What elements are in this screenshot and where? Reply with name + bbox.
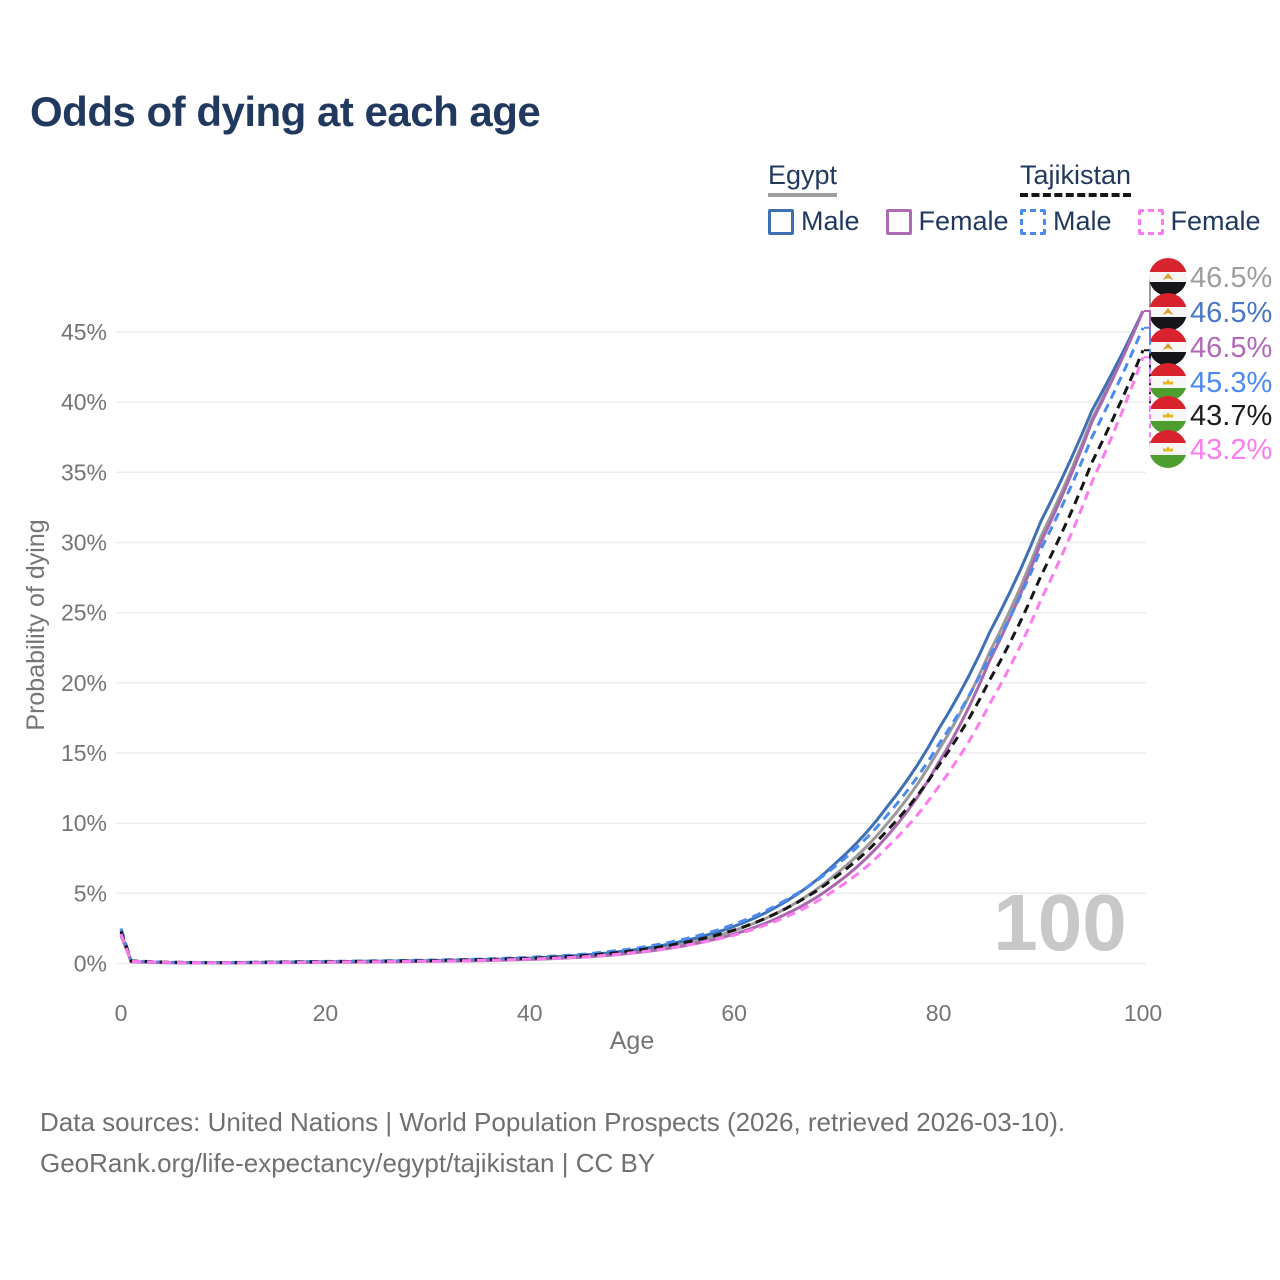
legend-item-egypt-male[interactable]: Male <box>768 206 860 237</box>
tajikistan-flag-icon <box>1149 396 1187 434</box>
x-tick-label: 100 <box>1124 1000 1162 1026</box>
series-end-label-tajikistan-male: 45.3% <box>1190 367 1272 399</box>
legend-group-tajikistan: Tajikistan Male Female <box>1020 160 1261 237</box>
y-tick-label: 25% <box>61 600 107 626</box>
data-source-footer: Data sources: United Nations | World Pop… <box>40 1102 1065 1184</box>
egypt-flag-icon <box>1149 293 1187 331</box>
egypt-flag-icon <box>1149 328 1187 366</box>
series-end-label-egypt-all: 46.5% <box>1190 262 1272 294</box>
legend-item-tajikistan-male[interactable]: Male <box>1020 206 1112 237</box>
legend-item-egypt-female[interactable]: Female <box>885 206 1009 237</box>
y-tick-label: 35% <box>61 459 107 485</box>
y-axis-title: Probability of dying <box>22 519 50 730</box>
y-tick-label: 20% <box>61 670 107 696</box>
legend-swatch-egypt-female-icon <box>885 208 912 235</box>
legend-swatch-tajikistan-male-icon <box>1020 208 1046 235</box>
series-line-egypt-female <box>119 310 1145 965</box>
y-tick-label: 0% <box>74 951 107 977</box>
y-tick-label: 45% <box>61 319 107 345</box>
series-line-tajikistan-female <box>119 356 1145 965</box>
footer-attribution-line: GeoRank.org/life-expectancy/egypt/tajiki… <box>40 1148 656 1178</box>
legend-item-tajikistan-female[interactable]: Female <box>1137 206 1261 237</box>
x-tick-label: 60 <box>721 1000 747 1026</box>
tajikistan-flag-icon <box>1149 430 1187 468</box>
series-line-egypt-all <box>119 310 1145 965</box>
series-line-tajikistan-male <box>119 327 1145 964</box>
legend-group-egypt: Egypt Male Female <box>768 160 1009 237</box>
legend-swatch-tajikistan-female-icon <box>1137 208 1164 235</box>
legend-group-egypt-label: Egypt <box>768 160 838 197</box>
legend-items-tajikistan: Male Female <box>1020 206 1261 237</box>
x-axis-title: Age <box>610 1027 654 1055</box>
x-tick-label: 80 <box>926 1000 952 1026</box>
legend-group-tajikistan-label: Tajikistan <box>1020 160 1132 197</box>
series-end-label-egypt-female: 46.5% <box>1190 332 1272 364</box>
y-tick-label: 30% <box>61 530 107 556</box>
y-tick-label: 5% <box>74 880 107 906</box>
legend-item-label: Female <box>1170 206 1261 236</box>
legend-swatch-egypt-male-icon <box>768 208 794 235</box>
tajikistan-flag-icon <box>1149 363 1187 401</box>
chart-title: Odds of dying at each age <box>30 88 541 135</box>
series-end-label-tajikistan-all: 43.7% <box>1190 400 1272 432</box>
y-tick-label: 40% <box>61 389 107 415</box>
legend-items-egypt: Male Female <box>768 206 1009 237</box>
legend-item-label: Male <box>801 206 860 236</box>
legend-item-label: Female <box>918 206 1009 236</box>
series-line-tajikistan-all <box>119 349 1145 965</box>
legend-item-label: Male <box>1053 206 1112 236</box>
egypt-flag-icon <box>1149 258 1187 296</box>
footer-sources-line: Data sources: United Nations | World Pop… <box>40 1107 1066 1137</box>
x-tick-label: 20 <box>313 1000 339 1026</box>
series-line-egypt-male <box>119 310 1145 965</box>
y-tick-label: 15% <box>61 740 107 766</box>
series-end-label-egypt-male: 46.5% <box>1190 297 1272 329</box>
series-end-label-tajikistan-female: 43.2% <box>1190 434 1272 466</box>
y-tick-label: 10% <box>61 810 107 836</box>
x-tick-label: 40 <box>517 1000 543 1026</box>
x-tick-label: 0 <box>115 1000 128 1026</box>
age-watermark: 100 <box>993 878 1126 967</box>
